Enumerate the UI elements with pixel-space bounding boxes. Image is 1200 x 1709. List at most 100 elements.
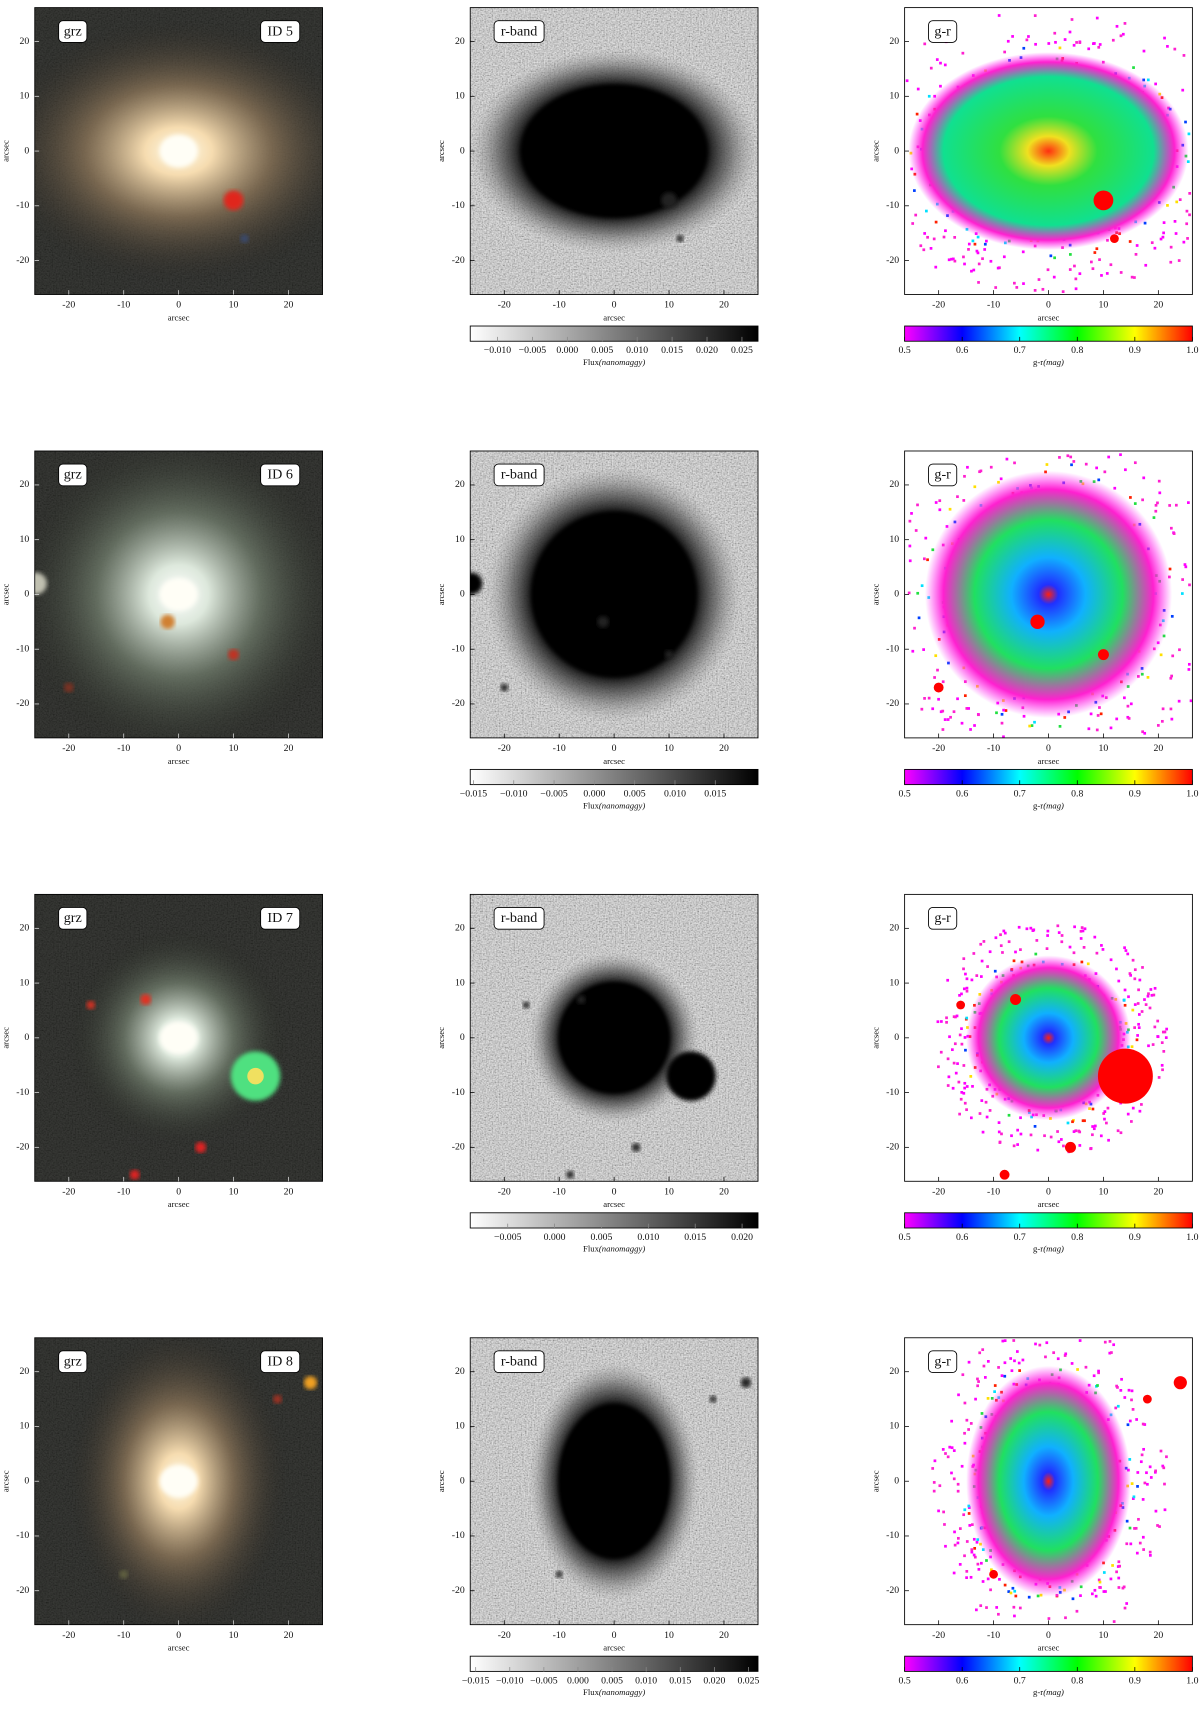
pixel	[953, 259, 957, 263]
pixel	[1063, 1354, 1067, 1357]
pixel	[970, 269, 973, 273]
pixel	[1002, 708, 1005, 712]
pixel	[972, 952, 976, 955]
star	[1010, 994, 1022, 1006]
pixel	[962, 1064, 966, 1067]
pixel	[983, 1376, 987, 1379]
colorbar	[469, 1212, 759, 1229]
pixel	[950, 257, 953, 261]
pixel	[1103, 470, 1107, 474]
x-axis-label: arcsec	[168, 1199, 190, 1209]
pixel	[941, 1448, 945, 1451]
pixel	[1046, 929, 1050, 933]
y-tick-label: 20	[889, 479, 899, 490]
colorbar-tick-label: −0.010	[500, 789, 528, 800]
star	[240, 234, 249, 244]
pixel	[1104, 1590, 1107, 1593]
pixel	[1123, 1003, 1127, 1007]
pixel	[1115, 1570, 1118, 1574]
pixel	[951, 257, 955, 261]
pixel	[965, 1016, 969, 1020]
pixel	[1057, 931, 1061, 934]
colorbar-tick-label: 0.015	[704, 789, 726, 800]
pixel	[981, 1580, 985, 1583]
pixel	[1078, 1130, 1082, 1134]
companion	[34, 572, 47, 595]
x-tick-label: -10	[987, 743, 1000, 754]
colorbar-label-unit: (nanomaggy)	[599, 800, 645, 810]
star	[1110, 234, 1119, 244]
pixel	[965, 1085, 969, 1088]
panel-image	[904, 894, 1193, 1182]
y-tick-label: -10	[886, 200, 899, 211]
pixel	[1137, 1026, 1141, 1030]
pixel	[1128, 1526, 1132, 1530]
pixel	[1169, 707, 1173, 711]
panel-title-box	[58, 20, 88, 43]
colorbar-tick-label: 0.000	[556, 345, 578, 356]
x-tick-label: 0	[176, 743, 181, 754]
pixel	[1143, 1481, 1147, 1485]
panel-image	[470, 450, 759, 738]
pixel	[1161, 707, 1165, 711]
pixel	[967, 1428, 970, 1431]
colorbar-label-unit: (mag)	[1043, 1244, 1064, 1254]
pixel	[1107, 455, 1111, 459]
pixel	[989, 465, 993, 469]
panel-title: grz	[64, 1353, 82, 1369]
pixel	[1002, 255, 1006, 259]
pixel	[1143, 998, 1146, 1001]
pixel	[1186, 237, 1189, 240]
pixel	[1133, 968, 1137, 972]
colorbar-tick-label: 0.010	[637, 1232, 659, 1243]
pixel	[1131, 1106, 1135, 1110]
colorbar-tick-label: 0.5	[899, 345, 911, 356]
pixel	[1153, 1470, 1157, 1474]
colorbar-label: g-r(mag)	[1033, 800, 1064, 810]
pixel	[960, 992, 963, 996]
pixel	[1079, 937, 1083, 940]
pixel	[1087, 727, 1091, 731]
pixel	[946, 1084, 950, 1087]
pixel	[1016, 1143, 1019, 1146]
pixel	[985, 1115, 989, 1119]
pixel	[1147, 992, 1150, 996]
pixel	[1093, 935, 1097, 939]
pixel	[1144, 263, 1148, 267]
x-tick-label: 20	[1153, 743, 1163, 754]
y-axis-label: arcsec	[1, 1470, 11, 1492]
star	[597, 616, 609, 628]
pixel	[960, 721, 964, 725]
pixel	[1163, 1482, 1166, 1486]
companion	[470, 572, 483, 595]
x-tick-label: -10	[117, 1630, 130, 1641]
pixel	[942, 235, 946, 239]
x-tick-label: 20	[284, 1186, 294, 1197]
pixel	[939, 1050, 943, 1054]
pixel	[997, 1121, 1001, 1124]
star	[740, 1377, 752, 1388]
pixel	[969, 1422, 973, 1425]
pixel	[1133, 276, 1136, 279]
x-tick-label: -20	[62, 1630, 75, 1641]
y-axis-label: arcsec	[870, 1470, 880, 1492]
pixel	[1072, 1130, 1076, 1133]
pixel	[937, 1065, 940, 1069]
pixel	[957, 1080, 961, 1084]
pixel	[1098, 1586, 1102, 1589]
pixel	[1146, 78, 1150, 82]
y-tick-label: 0	[894, 1032, 899, 1043]
pixel	[951, 1086, 955, 1090]
pixel	[1043, 1134, 1046, 1138]
y-axis-label: arcsec	[1, 583, 11, 605]
pixel	[1125, 1602, 1129, 1605]
colorbar-tick-label: 0.000	[567, 1675, 589, 1686]
pixel	[1100, 274, 1103, 277]
pixel	[1072, 1118, 1075, 1122]
pixel	[965, 1108, 968, 1112]
x-tick-label: 0	[612, 1186, 617, 1197]
pixel	[1169, 526, 1173, 530]
colorbar-tick-label: 0.7	[1014, 789, 1026, 800]
pixel	[1025, 927, 1029, 931]
x-axis-label: arcsec	[603, 756, 625, 766]
